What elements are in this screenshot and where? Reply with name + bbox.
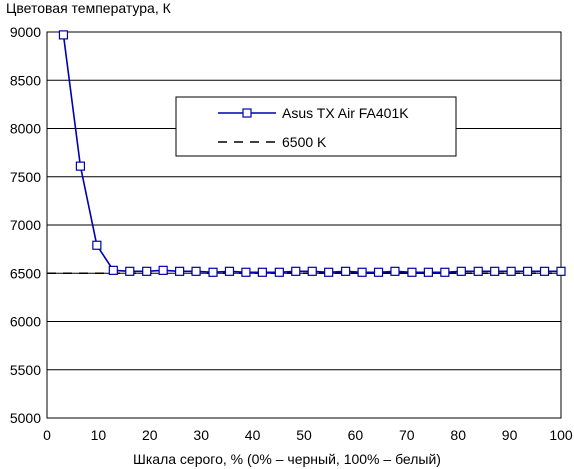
data-point — [75, 161, 86, 171]
legend: Asus TX Air FA401K 6500 K — [175, 96, 457, 157]
data-point — [175, 266, 185, 276]
y-tick-label: 9000 — [10, 24, 41, 40]
x-axis-ticks: 0 10 20 30 40 50 60 70 80 90 100 — [43, 427, 573, 443]
y-tick-label: 7000 — [10, 217, 41, 233]
data-point — [208, 267, 218, 277]
data-point — [241, 267, 251, 277]
data-point — [307, 266, 317, 276]
data-point — [473, 266, 483, 276]
x-axis-title: Шкала серого, % (0% – черный, 100% – бел… — [133, 451, 441, 467]
y-tick-label: 8000 — [10, 121, 41, 137]
data-point — [58, 30, 69, 40]
data-point — [373, 267, 384, 277]
legend-box — [175, 96, 457, 157]
data-point — [506, 266, 516, 276]
data-point — [407, 267, 417, 277]
x-tick-label: 80 — [450, 427, 466, 443]
x-tick-label: 70 — [399, 427, 415, 443]
x-tick-label: 60 — [348, 427, 364, 443]
data-point — [224, 266, 235, 276]
series-layer — [47, 30, 566, 277]
plot-area — [46, 31, 562, 419]
legend-label: Asus TX Air FA401K — [282, 105, 409, 121]
data-point — [423, 267, 433, 277]
y-axis-title: Цветовая температура, К — [6, 0, 171, 16]
data-point — [125, 266, 135, 276]
legend-label: 6500 K — [282, 134, 327, 150]
data-point — [456, 266, 466, 276]
data-point — [108, 265, 118, 275]
data-point — [274, 267, 284, 277]
data-point — [324, 267, 334, 277]
data-point — [158, 265, 168, 275]
y-axis-ticks: 5000 5500 6000 6500 7000 7500 8000 8500 9000 — [10, 24, 41, 426]
data-point — [390, 266, 400, 276]
y-tick-label: 5500 — [10, 362, 41, 378]
x-tick-label: 50 — [296, 427, 312, 443]
data-point — [341, 266, 351, 276]
grid-lines — [47, 31, 561, 419]
data-point — [440, 267, 450, 277]
data-point — [522, 266, 533, 276]
x-tick-label: 10 — [91, 427, 107, 443]
data-point — [92, 240, 102, 250]
data-point — [142, 266, 152, 276]
y-tick-label: 5000 — [10, 410, 41, 426]
y-tick-label: 8500 — [10, 72, 41, 88]
data-point — [556, 266, 566, 276]
data-point — [191, 266, 201, 276]
x-tick-label: 20 — [142, 427, 158, 443]
data-point — [539, 266, 550, 276]
data-point — [490, 266, 500, 276]
legend-marker — [242, 108, 252, 118]
x-tick-label: 30 — [193, 427, 209, 443]
x-tick-label: 100 — [549, 427, 573, 443]
y-tick-label: 6500 — [10, 265, 41, 281]
x-tick-label: 40 — [245, 427, 261, 443]
y-tick-label: 6000 — [10, 314, 41, 330]
data-point — [257, 267, 267, 277]
x-tick-label: 0 — [43, 427, 51, 443]
y-tick-label: 7500 — [10, 169, 41, 185]
data-point — [357, 267, 367, 277]
x-tick-label: 90 — [502, 427, 518, 443]
data-point — [291, 266, 301, 276]
